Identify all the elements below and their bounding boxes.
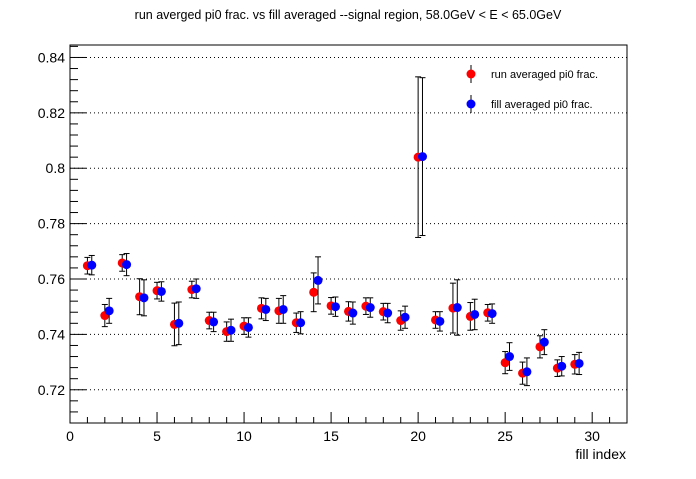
fill-averaged-point — [278, 304, 288, 314]
fill-averaged-point — [435, 316, 445, 326]
fill-averaged-point — [330, 302, 340, 312]
fill-averaged-point — [191, 284, 201, 294]
y-tick-label: 0.82 — [38, 105, 65, 121]
fill-averaged-point — [122, 260, 132, 270]
fill-averaged-point — [313, 275, 323, 285]
x-tick-label: 10 — [236, 428, 252, 444]
y-tick-label: 0.76 — [38, 271, 65, 287]
legend-marker — [466, 99, 476, 109]
fill-averaged-point — [243, 322, 253, 332]
x-tick-label: 5 — [153, 428, 161, 444]
fill-averaged-point — [296, 318, 306, 328]
legend-marker — [466, 69, 476, 79]
fill-averaged-point — [539, 337, 549, 347]
grid-lines — [70, 56, 627, 391]
y-tick-label: 0.72 — [38, 382, 65, 398]
fill-averaged-point — [156, 286, 166, 296]
legend: run averaged pi0 frac. fill averaged pi0 … — [466, 65, 598, 113]
fill-averaged-point — [505, 352, 515, 362]
chart-title: run averged pi0 frac. vs fill averaged -… — [135, 8, 562, 22]
fill-averaged-point — [383, 308, 393, 318]
fill-averaged-point — [417, 152, 427, 162]
run-averaged-point — [309, 287, 319, 297]
fill-averaged-point — [470, 309, 480, 319]
x-tick-label: 15 — [323, 428, 339, 444]
fill-averaged-point — [209, 317, 219, 327]
fill-averaged-point — [87, 260, 97, 270]
data-points — [82, 76, 584, 387]
fill-averaged-point — [557, 361, 567, 371]
fill-averaged-point — [174, 318, 184, 328]
fill-averaged-point — [487, 309, 497, 319]
fill-averaged-point — [574, 358, 584, 368]
fill-averaged-point — [365, 303, 375, 313]
y-tick-label: 0.8 — [46, 160, 66, 176]
x-tick-label: 0 — [66, 428, 74, 444]
fill-averaged-point — [348, 308, 358, 318]
fill-averaged-point — [104, 306, 114, 316]
legend-label: run averaged pi0 frac. — [491, 69, 598, 81]
y-tick-label: 0.74 — [38, 326, 65, 342]
fill-averaged-point — [226, 325, 236, 335]
fill-averaged-point — [452, 303, 462, 313]
y-tick-label: 0.84 — [38, 49, 65, 65]
x-tick-label: 30 — [584, 428, 600, 444]
x-tick-label: 25 — [497, 428, 513, 444]
legend-label: fill averaged pi0 frac. — [491, 99, 593, 111]
x-tick-label: 20 — [410, 428, 426, 444]
axes: 0.72 0.74 0.76 0.78 0.8 0.82 0.84 0 5 10 15 20 25 30 — [38, 45, 628, 444]
fill-averaged-point — [261, 304, 271, 314]
y-tick-label: 0.78 — [38, 216, 65, 232]
x-axis-label: fill index — [575, 446, 626, 462]
fill-averaged-point — [522, 367, 532, 377]
fill-averaged-point — [139, 293, 149, 303]
fill-averaged-point — [400, 312, 410, 322]
